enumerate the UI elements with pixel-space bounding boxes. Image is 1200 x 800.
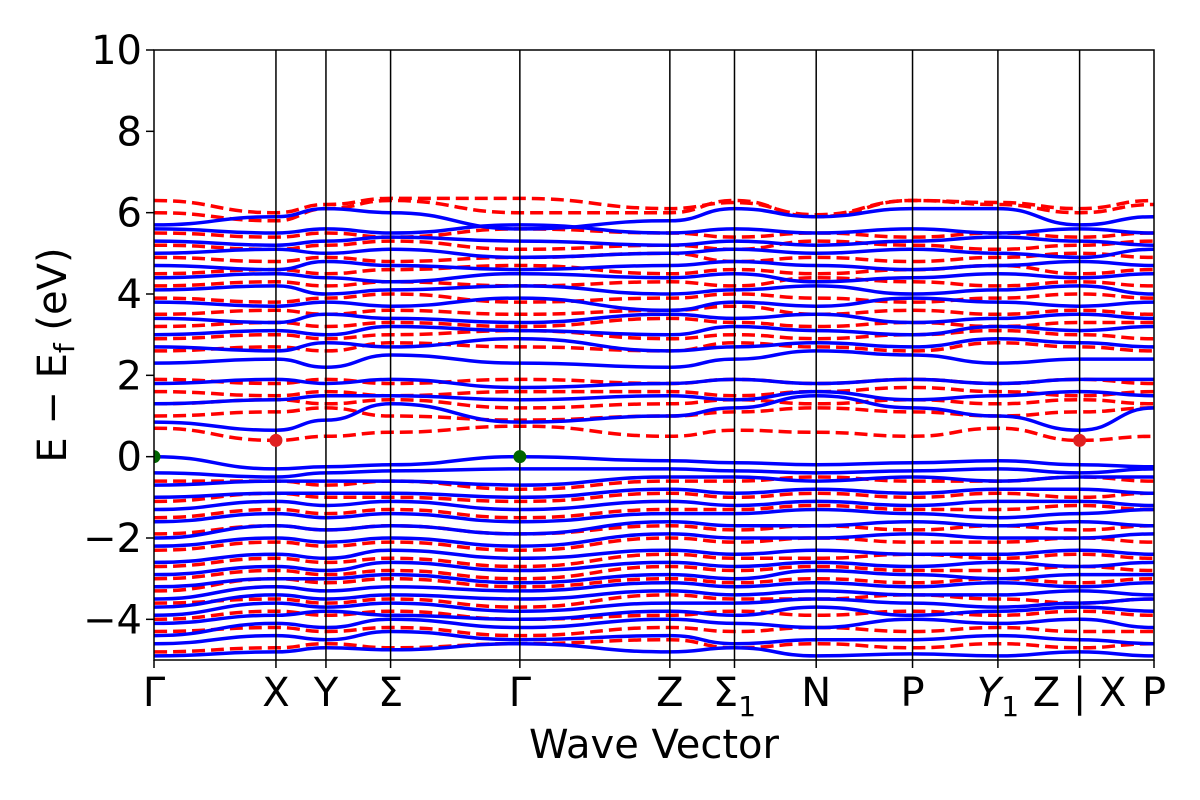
solid-band-2 bbox=[154, 617, 1154, 638]
extremum-marker bbox=[269, 433, 283, 447]
solid-band-0 bbox=[154, 641, 1154, 658]
k-point-label: N bbox=[801, 670, 831, 716]
x-axis-label: Wave Vector bbox=[529, 722, 780, 768]
k-point-lines bbox=[275, 50, 1081, 660]
y-axis-ticks: −4 −2 0 2 4 6 8 10 bbox=[83, 28, 154, 643]
k-point-label-text: Y bbox=[313, 670, 339, 716]
k-point-label-text: Z bbox=[656, 670, 683, 716]
k-point-label-text: Γ bbox=[509, 670, 532, 716]
solid-band-31 bbox=[154, 223, 1154, 235]
k-point-label: Σ bbox=[378, 670, 403, 716]
k-point-label-text: Σ bbox=[378, 670, 403, 716]
y-tick-label: 4 bbox=[117, 272, 142, 318]
bands-layer bbox=[154, 196, 1154, 658]
solid-band-1 bbox=[154, 629, 1154, 646]
solid-band-19 bbox=[154, 389, 1154, 406]
k-point-label: Γ bbox=[143, 670, 166, 716]
k-point-label: Z bbox=[656, 670, 683, 716]
y-label-main: E − E bbox=[30, 353, 76, 463]
y-tick-label: −2 bbox=[83, 516, 142, 562]
solid-band-21 bbox=[154, 349, 1154, 369]
k-point-label: Σ1 bbox=[713, 670, 756, 723]
extremum-marker bbox=[513, 450, 527, 464]
solid-band-28 bbox=[154, 259, 1154, 272]
dashed-band-13 bbox=[154, 406, 1154, 422]
k-point-label: Z | X bbox=[1033, 670, 1127, 716]
extrema-markers bbox=[154, 433, 1087, 464]
k-point-label-text: P bbox=[900, 670, 924, 716]
k-point-label: P bbox=[1142, 670, 1166, 716]
y-tick-label: 6 bbox=[117, 191, 142, 237]
solid-band-30 bbox=[154, 235, 1154, 247]
k-point-label-text: Z | X bbox=[1033, 670, 1127, 716]
y-label-unit: (eV) bbox=[30, 247, 76, 343]
k-point-label-text: Σ bbox=[713, 670, 738, 716]
y-axis-label: E − Ef (eV) bbox=[30, 247, 81, 462]
solid-band-26 bbox=[154, 284, 1154, 296]
k-point-label-text: X bbox=[262, 670, 289, 716]
dashed-band-14 bbox=[154, 397, 1154, 410]
solid-band-10 bbox=[154, 532, 1154, 548]
k-point-label: Y1 bbox=[977, 670, 1019, 723]
k-point-label-text: P bbox=[1142, 670, 1166, 716]
solid-band-22 bbox=[154, 336, 1154, 353]
k-point-label-text: Y bbox=[977, 670, 1005, 716]
extremum-marker bbox=[1073, 433, 1087, 447]
y-tick-label: 8 bbox=[117, 109, 142, 155]
y-tick-label: 2 bbox=[117, 353, 142, 399]
y-tick-label: 0 bbox=[117, 435, 142, 481]
dashed-band-28 bbox=[154, 196, 1154, 217]
k-point-label-text: Γ bbox=[143, 670, 166, 716]
dashed-band-12 bbox=[154, 424, 1154, 443]
k-point-label: Y bbox=[313, 670, 339, 716]
solid-band-25 bbox=[154, 296, 1154, 313]
k-point-label-subscript: 1 bbox=[1001, 690, 1019, 723]
solid-band-18 bbox=[154, 393, 1154, 432]
k-point-label-subscript: 1 bbox=[738, 690, 756, 723]
solid-band-series bbox=[154, 206, 1154, 658]
plot-frame bbox=[153, 49, 1155, 661]
k-point-label: X bbox=[262, 670, 289, 716]
solid-band-9 bbox=[154, 548, 1154, 565]
k-point-label: Γ bbox=[509, 670, 532, 716]
solid-band-23 bbox=[154, 324, 1154, 337]
y-tick-label: 10 bbox=[91, 28, 142, 74]
k-point-label-text: N bbox=[801, 670, 831, 716]
solid-band-32 bbox=[154, 206, 1154, 231]
solid-band-17 bbox=[154, 454, 1154, 471]
extremum-marker bbox=[154, 450, 161, 464]
solid-band-8 bbox=[154, 560, 1154, 577]
y-label-subscript: f bbox=[48, 342, 81, 353]
k-point-label: P bbox=[900, 670, 924, 716]
solid-band-20 bbox=[154, 377, 1154, 390]
solid-band-29 bbox=[154, 247, 1154, 260]
y-tick-label: −4 bbox=[83, 597, 142, 643]
